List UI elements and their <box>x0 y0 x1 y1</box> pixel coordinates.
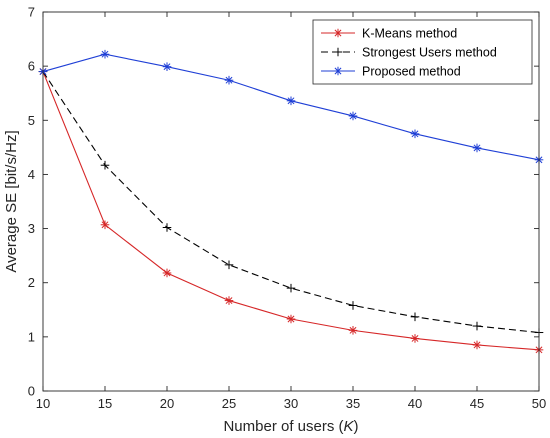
x-tick-label: 30 <box>284 396 298 411</box>
data-point <box>286 96 296 106</box>
legend-label: Strongest Users method <box>362 46 497 60</box>
marker-stroke <box>411 335 419 342</box>
legend-item-2: Strongest Users method <box>321 46 497 60</box>
data-point <box>410 334 420 343</box>
series-line <box>42 71 540 334</box>
marker-stroke <box>163 269 171 277</box>
y-tick-label: 3 <box>28 221 35 236</box>
marker-stroke <box>163 63 171 71</box>
data-point <box>410 312 420 322</box>
x-tick-label: 15 <box>98 396 112 411</box>
y-tick-label: 5 <box>28 113 35 128</box>
legend-marker <box>333 47 343 57</box>
marker-stroke <box>411 130 419 138</box>
data-point <box>162 62 172 71</box>
x-tick-label: 25 <box>222 396 236 411</box>
data-point <box>162 223 172 232</box>
marker-stroke <box>287 97 295 105</box>
y-axis-label: Average SE [bit/s/Hz] <box>3 130 20 272</box>
x-axis-label: Number of users (K) <box>223 418 358 435</box>
marker-stroke <box>334 67 342 75</box>
legend-label: K-Means method <box>362 27 457 41</box>
data-point <box>100 49 110 59</box>
marker-stroke <box>225 76 233 84</box>
data-point <box>472 321 482 331</box>
data-point <box>472 143 482 153</box>
x-tick-label: 45 <box>470 396 484 411</box>
x-tick-label: 10 <box>36 396 50 411</box>
y-tick-label: 7 <box>28 5 35 20</box>
legend: K-Means method Strongest Users method Prop… <box>312 19 533 85</box>
marker-stroke <box>349 112 357 120</box>
y-tick-label: 1 <box>28 329 35 344</box>
series-2 <box>38 67 544 337</box>
marker-stroke <box>101 221 109 229</box>
marker-stroke <box>349 326 357 334</box>
data-point <box>224 296 234 305</box>
legend-marker <box>333 28 343 38</box>
marker-stroke <box>334 29 342 37</box>
data-point <box>472 340 482 350</box>
marker-stroke <box>287 315 295 323</box>
x-tick-label: 20 <box>160 396 174 411</box>
x-tick-label: 35 <box>346 396 360 411</box>
marker-stroke <box>473 341 481 349</box>
legend-item-1: K-Means method <box>321 27 457 41</box>
y-tick-label: 0 <box>28 384 35 399</box>
plot-layer <box>38 49 544 355</box>
data-point <box>224 75 234 85</box>
data-point <box>100 160 110 170</box>
data-point <box>348 326 358 335</box>
legend-marker <box>333 66 343 76</box>
marker-stroke <box>225 297 233 305</box>
data-point <box>348 301 358 310</box>
y-tick-label: 4 <box>28 167 35 182</box>
data-point <box>286 283 296 293</box>
data-point <box>286 314 296 324</box>
series-1 <box>38 67 544 355</box>
data-point <box>410 129 420 139</box>
data-point <box>162 268 172 278</box>
y-tick-label: 2 <box>28 275 35 290</box>
x-tick-label: 40 <box>408 396 422 411</box>
legend-label: Proposed method <box>362 65 461 79</box>
legend-item-3: Proposed method <box>321 65 461 79</box>
y-tick-label: 6 <box>28 59 35 74</box>
marker-stroke <box>101 50 109 58</box>
x-tick-label: 50 <box>532 396 546 411</box>
data-point <box>224 260 234 270</box>
data-point <box>100 220 110 230</box>
series-line <box>42 71 540 351</box>
data-point <box>348 111 358 121</box>
marker-stroke <box>473 144 481 152</box>
